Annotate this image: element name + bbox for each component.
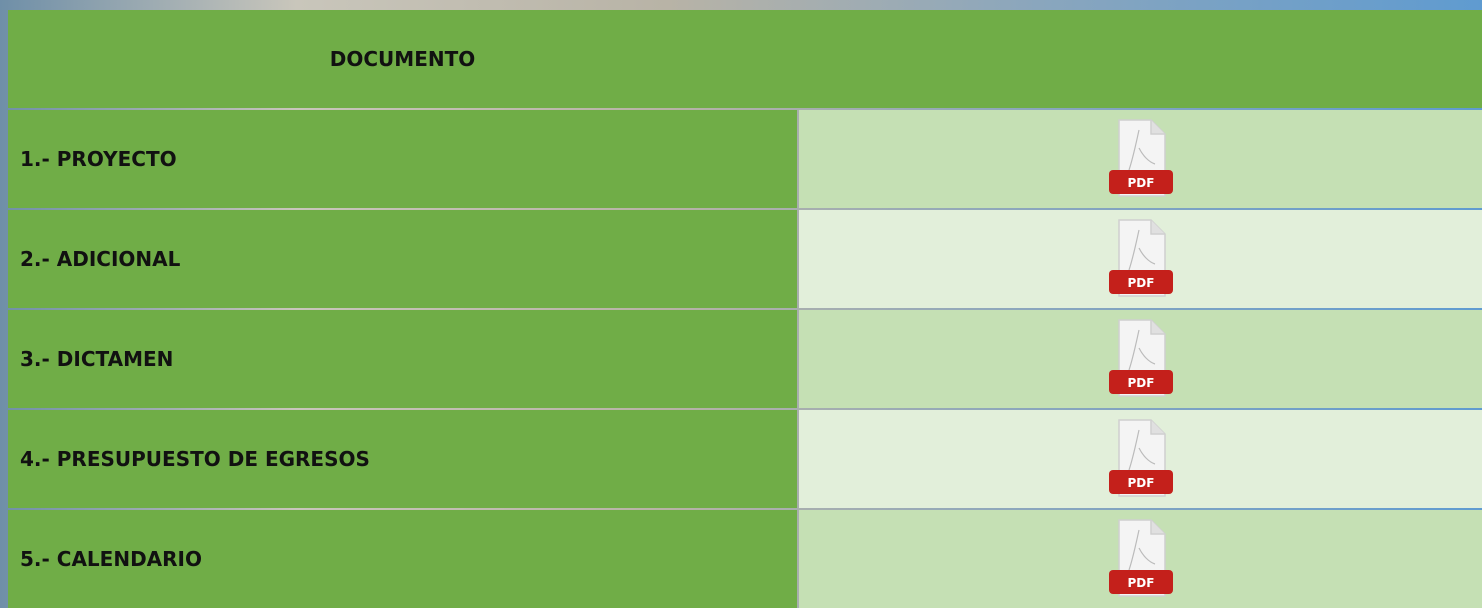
- label-cell: 1.- PROYECTO: [8, 110, 797, 208]
- pdf-icon[interactable]: PDF: [1105, 418, 1177, 500]
- pdf-icon[interactable]: PDF: [1105, 218, 1177, 300]
- header-cell: DOCUMENTO: [8, 10, 797, 108]
- label-cell: 2.- ADICIONAL: [8, 210, 797, 308]
- pdf-icon[interactable]: PDF: [1105, 518, 1177, 600]
- table-row: 5.- CALENDARIO PDF: [8, 510, 1482, 608]
- header-row: DOCUMENTO: [8, 10, 1482, 108]
- icon-cell: PDF: [799, 110, 1482, 208]
- pdf-text: PDF: [1127, 176, 1154, 190]
- pdf-text: PDF: [1127, 276, 1154, 290]
- table-row: 4.- PRESUPUESTO DE EGRESOS PDF: [8, 410, 1482, 508]
- label-cell: 4.- PRESUPUESTO DE EGRESOS: [8, 410, 797, 508]
- pdf-icon[interactable]: PDF: [1105, 118, 1177, 200]
- header-title: DOCUMENTO: [330, 47, 475, 71]
- row-label: 4.- PRESUPUESTO DE EGRESOS: [20, 447, 370, 471]
- icon-cell: PDF: [799, 310, 1482, 408]
- header-cell: [797, 10, 1482, 108]
- pdf-icon[interactable]: PDF: [1105, 318, 1177, 400]
- pdf-text: PDF: [1127, 476, 1154, 490]
- label-cell: 5.- CALENDARIO: [8, 510, 797, 608]
- row-label: 5.- CALENDARIO: [20, 547, 202, 571]
- page-fold: [1151, 520, 1165, 534]
- row-label: 3.- DICTAMEN: [20, 347, 173, 371]
- icon-cell: PDF: [799, 210, 1482, 308]
- page: {"header": {"title": "DOCUMENTO"}, "rows…: [0, 0, 1482, 601]
- document-table: DOCUMENTO 1.- PROYECTO PDF 2.- ADICIONAL PD…: [8, 10, 1482, 601]
- icon-cell: PDF: [799, 510, 1482, 608]
- pdf-text: PDF: [1127, 576, 1154, 590]
- row-label: 2.- ADICIONAL: [20, 247, 180, 271]
- icon-cell: PDF: [799, 410, 1482, 508]
- table-row: 1.- PROYECTO PDF: [8, 110, 1482, 208]
- pdf-text: PDF: [1127, 376, 1154, 390]
- table-row: 3.- DICTAMEN PDF: [8, 310, 1482, 408]
- label-cell: 3.- DICTAMEN: [8, 310, 797, 408]
- table-row: 2.- ADICIONAL PDF: [8, 210, 1482, 308]
- row-label: 1.- PROYECTO: [20, 147, 177, 171]
